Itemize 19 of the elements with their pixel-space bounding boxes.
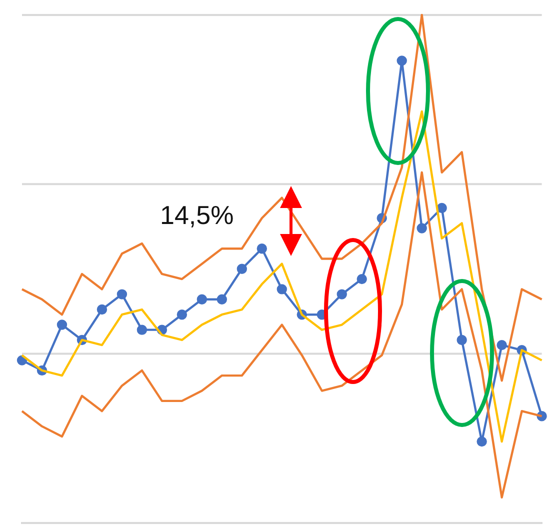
point — [396, 56, 407, 66]
point — [276, 284, 287, 294]
point — [136, 324, 148, 335]
point — [356, 274, 367, 284]
point — [216, 294, 228, 304]
point — [236, 264, 248, 274]
point — [436, 202, 447, 214]
annotation: 14,5% — [160, 200, 234, 231]
point — [476, 436, 487, 447]
point — [96, 304, 108, 315]
point — [336, 289, 347, 300]
point — [256, 243, 268, 254]
point — [116, 289, 128, 300]
point — [176, 310, 188, 320]
point — [456, 334, 467, 346]
point — [196, 294, 208, 304]
point — [416, 223, 427, 234]
point — [496, 340, 507, 350]
point — [56, 320, 68, 330]
